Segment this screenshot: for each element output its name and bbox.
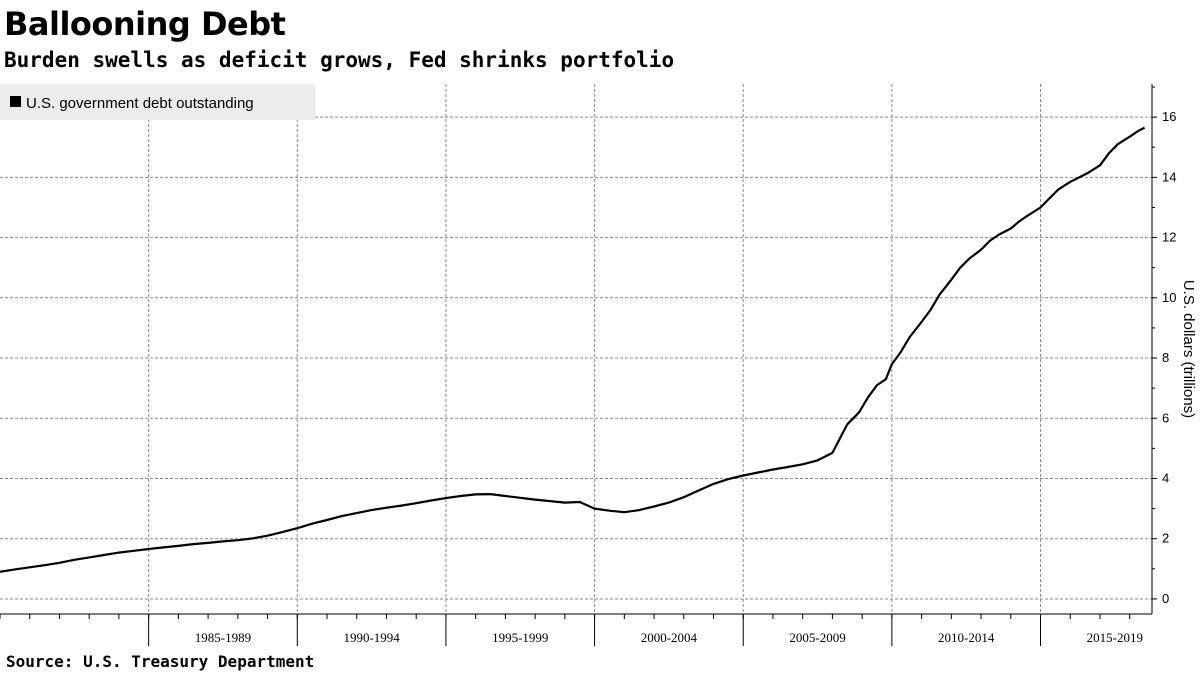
- y-tick-label: 6: [1162, 410, 1169, 425]
- x-period-label: 2010-2014: [938, 630, 995, 645]
- debt-series-line: [0, 126, 1146, 573]
- series-layer: [0, 126, 1146, 573]
- grid-layer: [0, 84, 1152, 614]
- y-tick-label: 8: [1162, 350, 1169, 365]
- x-period-label: 1985-1989: [195, 630, 251, 645]
- y-tick-label: 2: [1162, 531, 1169, 546]
- axis-layer: 0 2 4 6 8 10 12 14 16 1985-1989 1990-1994 1995-1999…: [0, 84, 1176, 646]
- y-tick-label: 10: [1162, 290, 1176, 305]
- x-period-label: 1995-1999: [492, 630, 548, 645]
- x-period-label: 1990-1994: [343, 630, 400, 645]
- legend-background: [0, 84, 315, 120]
- legend-label: U.S. government debt outstanding: [26, 95, 254, 112]
- chart-subtitle: Burden swells as deficit grows, Fed shri…: [4, 48, 675, 72]
- y-axis-title: U.S. dollars (trillions): [1180, 280, 1197, 418]
- y-tick-label: 14: [1162, 169, 1176, 184]
- x-period-label: 2005-2009: [789, 630, 845, 645]
- line-chart: 0 2 4 6 8 10 12 14 16 1985-1989 1990-1994 1995-1999…: [0, 84, 1197, 646]
- x-period-label: 2000-2004: [641, 630, 698, 645]
- chart-title: Ballooning Debt: [4, 5, 286, 43]
- x-period-label: 2015-2019: [1087, 630, 1143, 645]
- y-tick-label: 4: [1162, 470, 1169, 485]
- source-note: Source: U.S. Treasury Department: [6, 652, 315, 671]
- y-tick-label: 0: [1162, 591, 1169, 606]
- legend-swatch: [10, 96, 21, 107]
- y-tick-label: 16: [1162, 109, 1176, 124]
- y-tick-label: 12: [1162, 230, 1176, 245]
- legend: U.S. government debt outstanding: [0, 84, 315, 120]
